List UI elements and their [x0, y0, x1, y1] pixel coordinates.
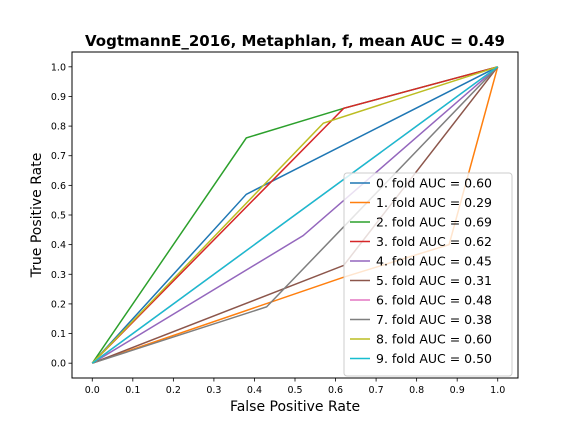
legend-entry: 6. fold AUC = 0.48: [376, 293, 492, 308]
y-tick-label: 0.4: [51, 240, 66, 251]
y-tick-label: 0.7: [51, 151, 66, 162]
x-tick-label: 0.4: [247, 385, 262, 396]
y-tick-label: 0.0: [51, 359, 66, 370]
legend-box: [343, 172, 513, 377]
series-line-fold-7: [92, 66, 499, 364]
y-tick-label: 0.2: [51, 299, 66, 310]
series-line-fold-9: [91, 66, 499, 364]
x-tick-label: 0.6: [328, 385, 343, 396]
series-line-fold-0: [91, 66, 499, 364]
x-tick-label: 0.1: [125, 385, 140, 396]
series-line-fold-4: [91, 66, 499, 364]
y-tick-label: 0.3: [51, 270, 66, 281]
chart-title: VogtmannE_2016, Metaphlan, f, mean AUC =…: [85, 32, 505, 50]
x-tick-label: 0.2: [166, 385, 181, 396]
legend-entry: 2. fold AUC = 0.69: [376, 215, 492, 230]
y-tick-label: 0.8: [51, 122, 66, 133]
series-line-fold-3: [91, 66, 498, 364]
legend-entry: 5. fold AUC = 0.31: [376, 273, 492, 288]
y-tick-label: 0.1: [51, 329, 66, 340]
legend-entry: 7. fold AUC = 0.38: [376, 312, 492, 327]
x-tick-label: 0.5: [287, 385, 302, 396]
x-axis: 0.0 0.1 0.2 0.3 0.4 0.5 0.6 0.7 0.8 0.9 1.0: [85, 378, 505, 396]
series-line-fold-8: [91, 66, 498, 364]
y-axis: 0.0 0.1 0.2 0.3 0.4 0.5 0.6 0.7 0.8 0.9 1.0: [51, 62, 72, 370]
y-axis-label: True Positive Rate: [29, 153, 45, 279]
x-tick-label: 0.8: [409, 385, 424, 396]
x-tick-label: 0.0: [85, 385, 100, 396]
y-tick-label: 0.6: [51, 181, 66, 192]
y-tick-label: 0.5: [51, 211, 66, 222]
x-tick-label: 0.7: [369, 385, 384, 396]
legend-entry: 1. fold AUC = 0.29: [376, 195, 492, 210]
legend-entry: 9. fold AUC = 0.50: [376, 351, 492, 366]
legend-entry: 8. fold AUC = 0.60: [376, 332, 492, 347]
y-tick-label: 1.0: [51, 62, 66, 73]
legend-entry: 3. fold AUC = 0.62: [376, 234, 492, 249]
y-tick-label: 0.9: [51, 92, 66, 103]
x-tick-label: 0.3: [206, 385, 221, 396]
x-axis-label: False Positive Rate: [230, 399, 360, 415]
legend: 0. fold AUC = 0.60 1. fold AUC = 0.29 2. f…: [343, 172, 513, 377]
legend-entry: 4. fold AUC = 0.45: [376, 254, 492, 269]
x-tick-label: 0.9: [450, 385, 465, 396]
x-tick-label: 1.0: [490, 385, 505, 396]
legend-entry: 0. fold AUC = 0.60: [376, 176, 492, 191]
